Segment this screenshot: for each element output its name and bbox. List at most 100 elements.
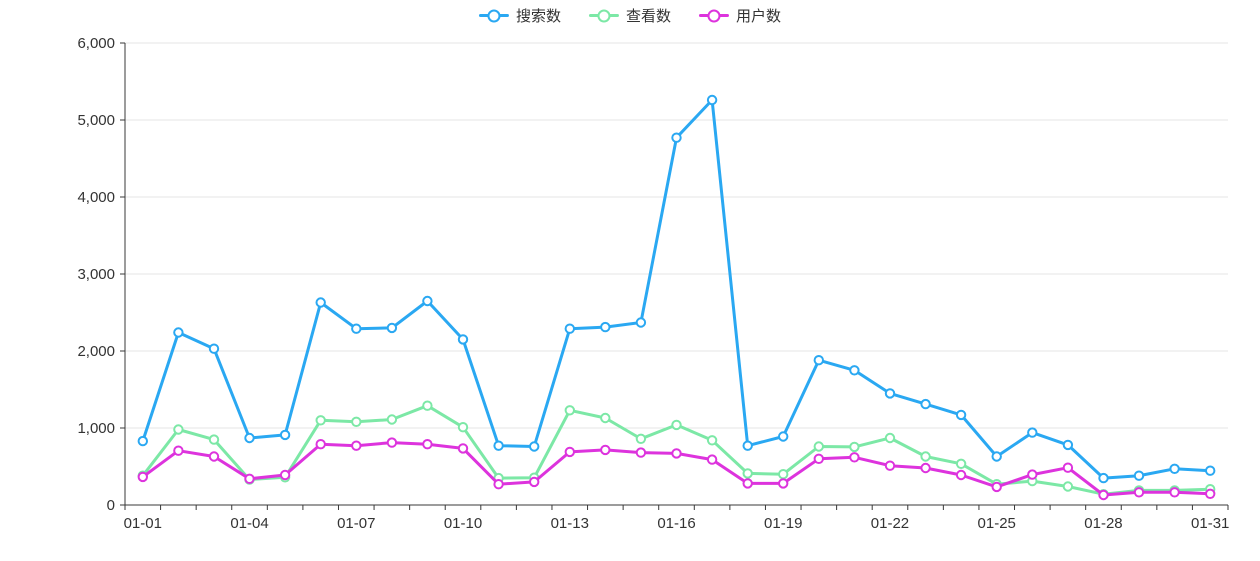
data-point[interactable] [600,321,611,333]
data-point[interactable] [315,297,326,308]
data-point[interactable] [1027,469,1038,480]
data-point[interactable] [1169,463,1180,474]
data-point[interactable] [279,429,291,441]
x-axis-label: 01-10 [444,515,482,532]
data-point[interactable] [849,441,860,453]
data-point[interactable] [920,462,931,474]
data-point[interactable] [1062,481,1074,492]
data-point[interactable] [849,365,860,376]
data-point[interactable] [1062,462,1074,473]
data-point[interactable] [386,437,398,448]
legend-label: 查看数 [625,8,672,25]
data-point[interactable] [635,433,647,444]
data-point[interactable] [813,453,824,464]
data-point[interactable] [600,444,611,456]
x-axis-label: 01-19 [764,515,802,532]
data-point[interactable] [778,469,789,480]
data-point[interactable] [564,405,575,416]
data-point[interactable] [1169,487,1180,498]
data-point[interactable] [1098,472,1109,484]
data-point[interactable] [778,478,789,489]
data-point[interactable] [493,479,504,490]
data-point[interactable] [706,435,718,446]
data-point[interactable] [600,412,611,424]
data-point[interactable] [457,422,469,433]
data-point[interactable] [742,468,753,479]
y-axis-label: 2,000 [77,343,115,360]
data-point[interactable] [457,443,469,454]
data-point[interactable] [351,440,362,451]
data-point[interactable] [529,441,540,452]
legend-marker-icon [699,9,730,23]
data-point[interactable] [422,439,433,450]
y-axis-label: 6,000 [77,35,115,52]
data-point[interactable] [1098,489,1109,501]
data-point[interactable] [173,445,184,456]
data-point[interactable] [564,323,575,334]
data-point[interactable] [315,415,326,426]
legend-item-series-3[interactable]: 用户数 [699,5,781,26]
data-point[interactable] [742,440,753,451]
data-point[interactable] [671,419,682,431]
data-point[interactable] [173,327,184,338]
data-point[interactable] [208,343,220,354]
data-point[interactable] [1133,487,1145,498]
data-point[interactable] [706,454,718,465]
data-point[interactable] [529,476,540,488]
data-point[interactable] [1027,427,1038,438]
x-axis-label: 01-25 [978,515,1016,532]
data-point[interactable] [1133,470,1145,481]
data-point[interactable] [137,471,149,483]
data-point[interactable] [1205,488,1216,499]
data-point[interactable] [955,409,967,421]
data-point[interactable] [991,451,1002,462]
data-point[interactable] [849,452,860,463]
data-point[interactable] [706,94,718,106]
data-point[interactable] [137,435,149,447]
data-point[interactable] [173,424,184,435]
chart-legend: 搜索数 查看数 用户数 [478,5,781,26]
data-point[interactable] [1062,439,1074,451]
data-point[interactable] [635,447,647,458]
data-point[interactable] [920,398,931,410]
data-point[interactable] [386,414,398,425]
data-point[interactable] [813,355,824,366]
data-point[interactable] [386,322,398,334]
data-point[interactable] [955,458,967,469]
data-point[interactable] [955,469,967,481]
data-point[interactable] [208,451,220,462]
x-axis-label: 01-01 [124,515,162,532]
data-point[interactable] [351,323,362,334]
data-point[interactable] [244,473,255,484]
data-point[interactable] [671,448,682,459]
legend-label: 用户数 [736,8,782,25]
data-point[interactable] [208,434,220,445]
data-point[interactable] [813,441,824,452]
data-point[interactable] [991,481,1002,493]
data-point[interactable] [422,400,433,411]
x-axis-label: 01-31 [1191,515,1229,532]
data-point[interactable] [671,132,682,143]
data-point[interactable] [315,439,326,450]
data-point[interactable] [778,431,789,442]
x-axis-label: 01-04 [230,515,268,532]
data-point[interactable] [457,334,469,345]
data-point[interactable] [884,432,896,444]
legend-item-series-1[interactable]: 搜索数 [478,5,561,26]
data-point[interactable] [884,388,896,399]
data-point[interactable] [884,460,896,471]
legend-item-series-2[interactable]: 查看数 [588,5,672,26]
data-point[interactable] [422,295,433,307]
data-point[interactable] [920,451,931,462]
data-point[interactable] [1205,465,1216,476]
data-point[interactable] [279,469,291,481]
data-point[interactable] [564,446,575,458]
y-axis-label: 5,000 [77,112,115,129]
data-point[interactable] [742,478,753,489]
data-point[interactable] [351,416,362,427]
data-point[interactable] [493,440,504,451]
data-point[interactable] [635,317,647,328]
data-point[interactable] [244,432,255,444]
